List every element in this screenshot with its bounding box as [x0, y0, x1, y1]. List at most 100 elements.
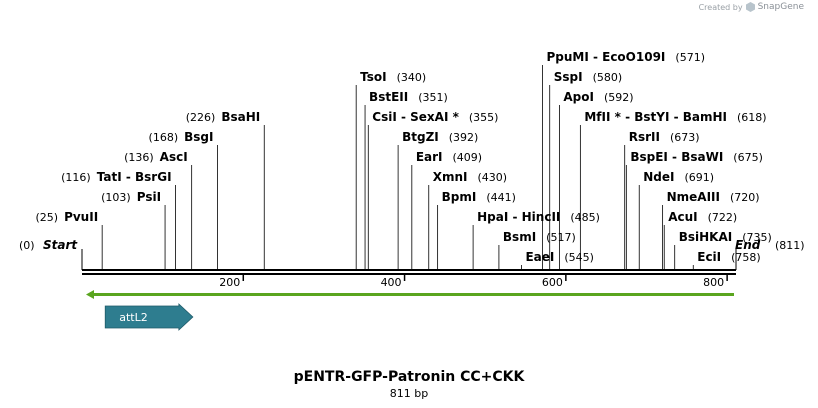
site-position: (136): [124, 151, 154, 164]
site-position: (580): [593, 71, 623, 84]
site-position: (517): [546, 231, 576, 244]
site-label: BsaHI (226): [186, 110, 261, 124]
feature-arrow: [104, 303, 194, 331]
site-name: BtgZI: [402, 130, 439, 144]
site-label: RsrII (673): [629, 130, 700, 144]
site-position: (168): [149, 131, 179, 144]
site-label: NdeI (691): [643, 170, 714, 184]
site-label: TatI - BsrGI (116): [61, 170, 171, 184]
site-position: (103): [101, 191, 131, 204]
site-name: AcuI: [668, 210, 697, 224]
site-position: (226): [186, 111, 216, 124]
site-label: AcuI (722): [668, 210, 737, 224]
credit-brand: SnapGene: [757, 2, 804, 12]
site-label: PsiI (103): [101, 190, 161, 204]
site-label: EarI (409): [416, 150, 482, 164]
site-position: (25): [35, 211, 58, 224]
site-name: PvuII: [64, 210, 98, 224]
credit-prefix: Created by: [698, 2, 743, 12]
axis-tick-label: 400: [381, 276, 402, 289]
axis-ticks: 200 400 600 800: [219, 275, 728, 289]
site-position: (675): [733, 151, 763, 164]
site-position: (340): [397, 71, 427, 84]
site-name: NdeI: [643, 170, 674, 184]
site-position: (758): [731, 251, 761, 264]
site-name: PsiI: [137, 190, 161, 204]
site-name: ApoI: [563, 90, 594, 104]
site-position: (592): [604, 91, 634, 104]
site-label: PvuII (25): [35, 210, 98, 224]
site-label: PpuMI - EcoO109I (571): [546, 50, 705, 64]
full-length-arrow: [86, 290, 734, 299]
site-label: EaeI (545): [525, 250, 594, 264]
site-position: (430): [478, 171, 508, 184]
site-name: BstEII: [369, 90, 408, 104]
site-name: PpuMI - EcoO109I: [546, 50, 665, 64]
features: attL2: [104, 303, 194, 331]
start-label: Start: [43, 238, 78, 252]
site-name: BsmI: [503, 230, 536, 244]
site-label: XmnI (430): [433, 170, 507, 184]
site-label: BsgI (168): [149, 130, 214, 144]
site-position: (735): [742, 231, 772, 244]
site-label: BpmI (441): [442, 190, 516, 204]
site-label: HpaI - HincII (485): [477, 210, 600, 224]
site-position: (691): [684, 171, 714, 184]
site-name: MfII * - BstYI - BamHI: [584, 110, 727, 124]
site-name: EaeI: [525, 250, 554, 264]
axis-tick-label: 800: [703, 276, 724, 289]
site-label: CsiI - SexAI * (355): [372, 110, 498, 124]
site-position: (485): [570, 211, 600, 224]
site-name: BsaHI: [221, 110, 260, 124]
site-name: RsrII: [629, 130, 660, 144]
feature-label: attL2: [119, 311, 148, 324]
site-name: BpmI: [442, 190, 477, 204]
site-name: BspEI - BsaWI: [630, 150, 723, 164]
start-position: (0): [19, 239, 35, 252]
site-position: (116): [61, 171, 91, 184]
site-position: (618): [737, 111, 767, 124]
axis-tick-label: 200: [219, 276, 240, 289]
site-label: AscI (136): [124, 150, 188, 164]
site-label: BsiHKAI (735): [679, 230, 772, 244]
site-position: (545): [564, 251, 594, 264]
site-position: (571): [675, 51, 705, 64]
site-name: EarI: [416, 150, 443, 164]
site-position: (722): [708, 211, 738, 224]
site-name: HpaI - HincII: [477, 210, 560, 224]
snapgene-credit: Created by SnapGene: [699, 2, 804, 12]
site-name: BsgI: [184, 130, 213, 144]
site-name: TsoI: [360, 70, 386, 84]
site-label: NmeAIII (720): [667, 190, 760, 204]
site-name: EciI: [697, 250, 721, 264]
map-length: 811 bp: [389, 387, 429, 400]
site-label: BtgZI (392): [402, 130, 478, 144]
site-label: BsmI (517): [503, 230, 576, 244]
restriction-sites: PvuII (25) PsiI (103) TatI - BsrGI (116) AscI (…: [35, 50, 772, 270]
site-label: SspI (580): [554, 70, 622, 84]
site-name: NmeAIII: [667, 190, 720, 204]
site-position: (355): [469, 111, 499, 124]
site-position: (441): [486, 191, 516, 204]
site-label: TsoI (340): [360, 70, 426, 84]
snapgene-logo-icon: [745, 2, 755, 12]
site-name: BsiHKAI: [679, 230, 733, 244]
site-name: CsiI - SexAI *: [372, 110, 459, 124]
site-label: MfII * - BstYI - BamHI (618): [584, 110, 766, 124]
site-label: EciI (758): [697, 250, 760, 264]
site-name: AscI: [160, 150, 188, 164]
site-position: (673): [670, 131, 700, 144]
site-position: (720): [730, 191, 760, 204]
site-label: ApoI (592): [563, 90, 633, 104]
axis-tick-label: 600: [542, 276, 563, 289]
site-label: BstEII (351): [369, 90, 448, 104]
site-position: (392): [449, 131, 479, 144]
site-name: TatI - BsrGI: [97, 170, 172, 184]
site-name: XmnI: [433, 170, 468, 184]
site-label: BspEI - BsaWI (675): [630, 150, 763, 164]
site-position: (409): [453, 151, 483, 164]
map-title: pENTR-GFP-Patronin CC+CKK: [293, 369, 525, 385]
site-position: (351): [418, 91, 448, 104]
site-name: SspI: [554, 70, 583, 84]
